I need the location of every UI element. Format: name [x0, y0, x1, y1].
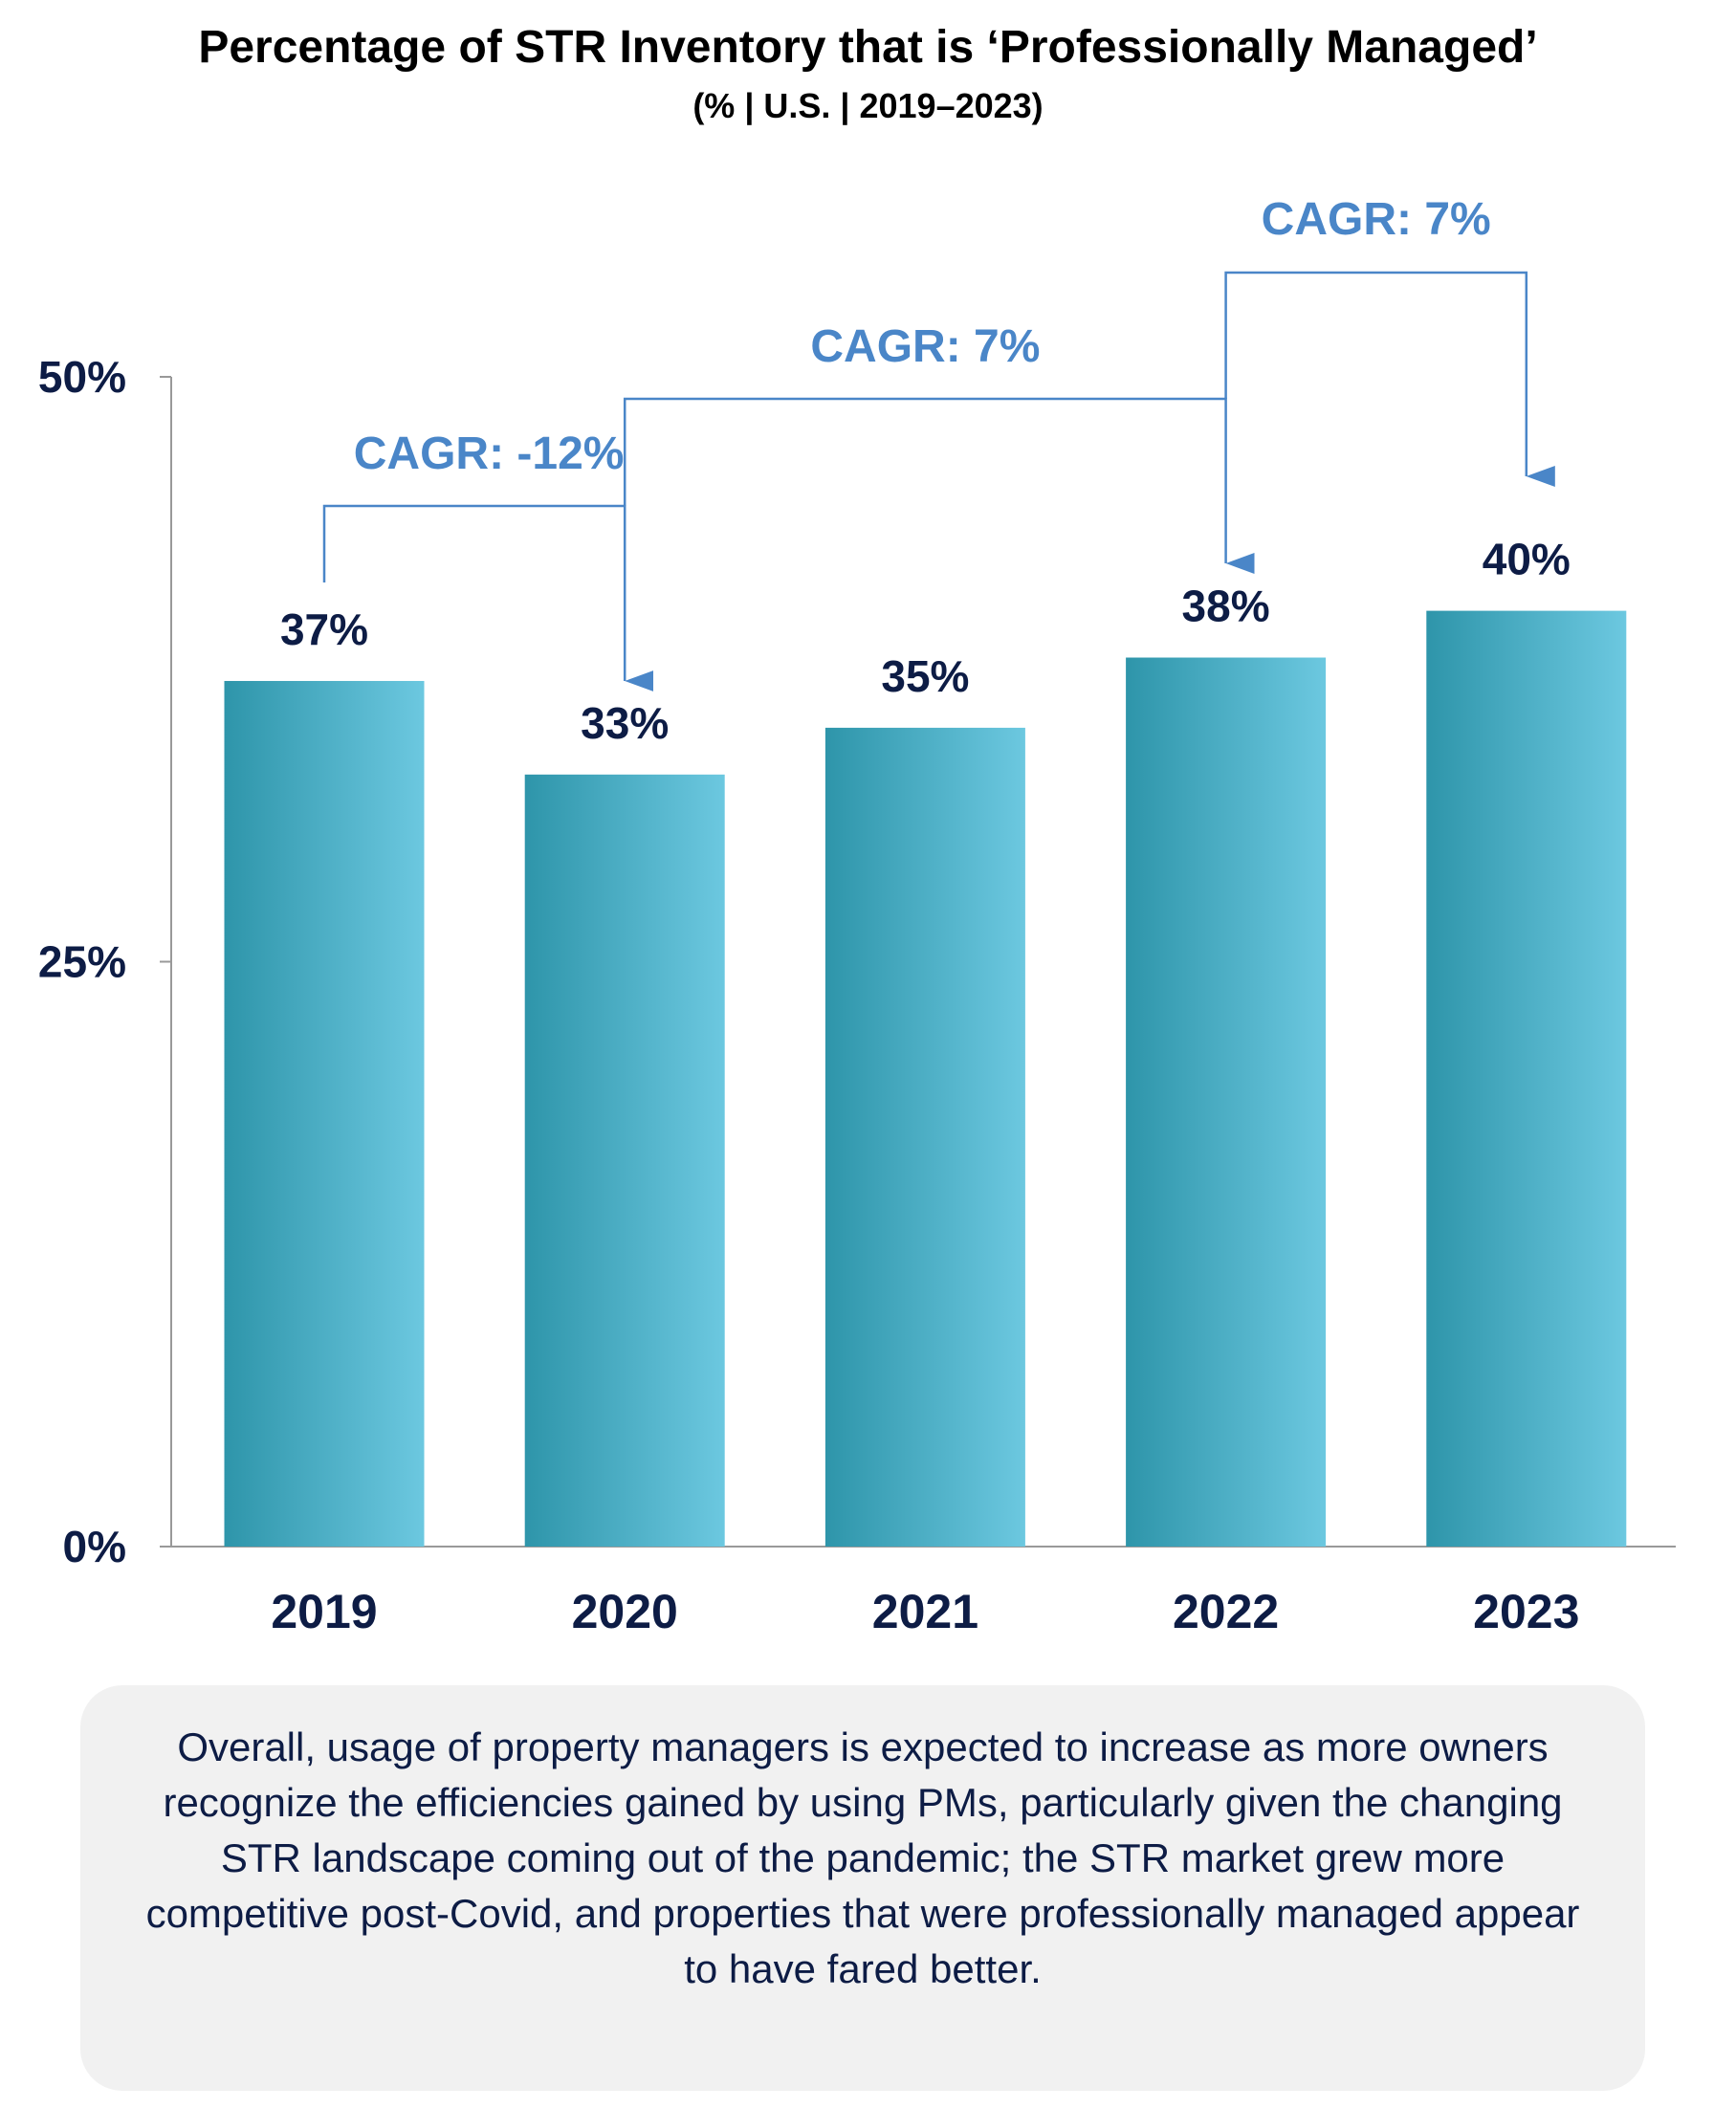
x-tick-label: 2020 [572, 1585, 678, 1638]
cagr-bracket [322, 504, 654, 692]
summary-note: Overall, usage of property managers is e… [80, 1685, 1645, 2091]
bar-2019 [224, 680, 425, 1547]
chart-title: Percentage of STR Inventory that is ‘Pro… [198, 22, 1538, 73]
x-tick-label: 2022 [1173, 1585, 1279, 1638]
data-label: 37% [280, 604, 368, 654]
bar-2022 [1126, 657, 1327, 1547]
cagr-label: CAGR: 7% [1262, 194, 1491, 245]
cagr-label: CAGR: 7% [810, 321, 1040, 372]
data-label: 35% [881, 651, 969, 701]
data-label: 38% [1182, 582, 1270, 631]
bar-2023 [1426, 610, 1627, 1547]
cagr-bracket [1224, 271, 1555, 487]
y-tick-label: 50% [38, 352, 126, 402]
bar-2020 [524, 774, 725, 1547]
x-tick-label: 2023 [1473, 1585, 1579, 1638]
x-tick-label: 2019 [271, 1585, 377, 1638]
bar-2021 [824, 727, 1025, 1547]
cagr-label: CAGR: -12% [354, 428, 625, 479]
bar-chart: 0% 25% 50% 37% 2019 33% 2020 35% 2021 38% 2022 40% 2… [38, 194, 1676, 1638]
x-tick-label: 2021 [872, 1585, 978, 1638]
data-label: 40% [1483, 535, 1571, 584]
y-tick-label: 0% [63, 1522, 126, 1571]
chart-subtitle: (% | U.S. | 2019–2023) [692, 86, 1044, 125]
data-label: 33% [581, 698, 669, 748]
y-tick-label: 25% [38, 937, 126, 987]
cagr-bracket [623, 397, 1255, 574]
